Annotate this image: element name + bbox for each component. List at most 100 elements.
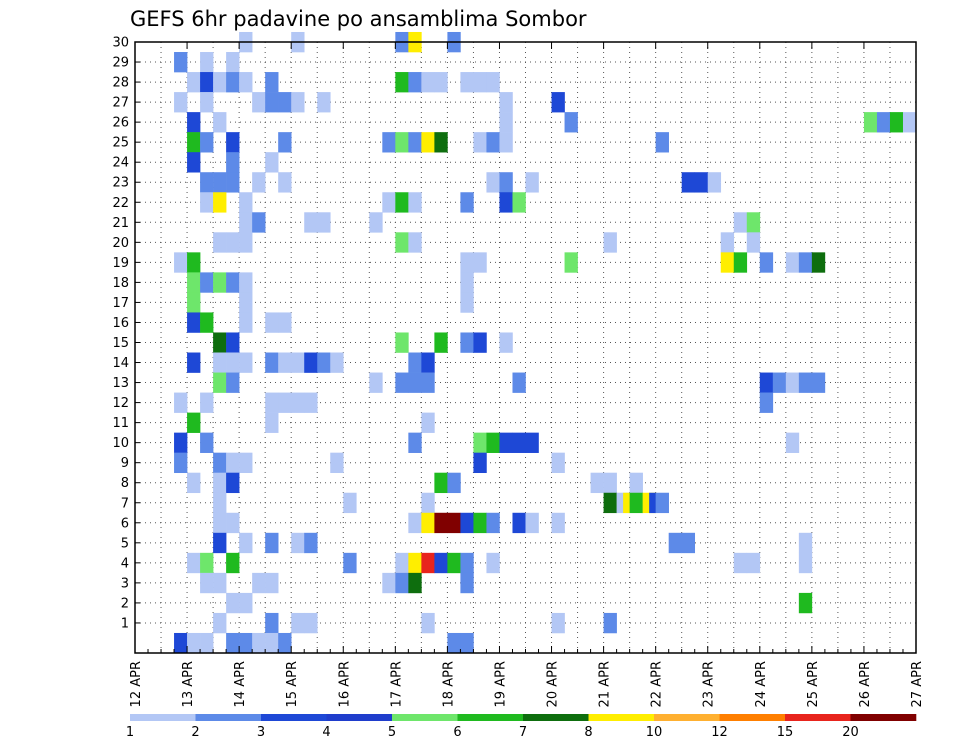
heatmap-cell — [720, 232, 735, 253]
heatmap-cell — [772, 372, 787, 393]
heatmap-cell — [460, 552, 474, 574]
heatmap-cell — [655, 492, 669, 514]
heatmap-cell — [408, 552, 422, 574]
heatmap-cell — [603, 612, 617, 634]
heatmap-cell — [421, 512, 435, 534]
heatmap-cell — [187, 112, 201, 133]
colorbar-tick-label: 1 — [126, 725, 134, 740]
x-tick-label: 13 APR — [181, 661, 196, 707]
heatmap-cell — [486, 72, 500, 93]
heatmap-cell — [213, 352, 227, 373]
heatmap-cell — [265, 72, 279, 93]
heatmap-cell — [434, 132, 448, 153]
heatmap-cell — [187, 292, 201, 313]
heatmap-cell — [551, 92, 565, 113]
heatmap-cell — [278, 352, 292, 373]
heatmap-cell — [265, 412, 279, 433]
heatmap-cell — [200, 92, 214, 113]
heatmap-cell — [460, 572, 474, 594]
heatmap-cell — [200, 432, 214, 453]
heatmap-cell — [499, 432, 513, 453]
colorbar-segment — [719, 714, 786, 721]
heatmap-cell — [746, 232, 761, 253]
heatmap-cell — [226, 472, 240, 494]
heatmap-cell — [239, 632, 253, 654]
colorbar-segment — [130, 714, 196, 721]
heatmap-cell — [551, 612, 565, 634]
heatmap-cell — [226, 52, 240, 73]
heatmap-cell — [707, 172, 722, 193]
heatmap-cell — [200, 192, 214, 213]
colorbar-segment — [523, 714, 589, 721]
heatmap-cell — [460, 292, 474, 313]
heatmap-cell — [239, 452, 253, 474]
heatmap-cell — [395, 552, 409, 574]
x-axis-ticks: 12 APR 13 APR 14 APR 15 APR 16 APR 17 APR 18 A… — [129, 42, 925, 707]
heatmap-cell — [499, 112, 513, 133]
heatmap-cell — [603, 232, 617, 253]
heatmap-cell — [213, 112, 227, 133]
heatmap-cell — [434, 72, 448, 93]
y-tick-label: 27 — [112, 96, 129, 111]
x-tick-label: 22 APR — [650, 661, 665, 707]
heatmap-cell — [226, 152, 240, 173]
x-tick-label: 12 APR — [129, 661, 144, 707]
heatmap-cell — [239, 212, 253, 233]
heatmap-cell — [200, 632, 214, 654]
x-tick-label: 19 APR — [493, 661, 508, 707]
heatmap-cell — [187, 472, 201, 494]
heatmap-cell — [330, 352, 344, 373]
heatmap-cell — [499, 332, 513, 353]
y-tick-label: 3 — [121, 576, 129, 591]
heatmap-cell — [226, 552, 240, 574]
heatmap-cell — [317, 92, 331, 113]
heatmap-cell — [213, 512, 227, 534]
heatmap-cell — [213, 532, 227, 554]
heatmap-cell — [239, 352, 253, 373]
colorbar-tick-label: 5 — [388, 725, 396, 740]
heatmap-cell — [291, 392, 305, 413]
heatmap-cell — [785, 432, 800, 453]
heatmap-cell — [798, 592, 813, 614]
heatmap-cell — [200, 312, 214, 333]
heatmap-cell — [902, 112, 917, 133]
heatmap-cell — [460, 192, 474, 213]
heatmap-cell — [226, 232, 240, 253]
heatmap-cell — [213, 332, 227, 353]
colorbar-segment — [654, 714, 720, 721]
heatmap-cell — [226, 632, 240, 654]
colorbar-segment — [261, 714, 327, 721]
y-tick-label: 23 — [112, 176, 129, 191]
colorbar-tick-label: 12 — [711, 725, 728, 740]
heatmap-cell — [382, 192, 396, 213]
heatmap-cell — [408, 572, 422, 594]
heatmap-cell — [239, 532, 253, 554]
heatmap-cell — [252, 212, 266, 233]
heatmap-cell — [811, 252, 826, 273]
heatmap-cell — [525, 432, 539, 453]
heatmap-cell — [798, 532, 813, 554]
heatmap-cell — [174, 392, 188, 413]
heatmap-cell — [447, 632, 461, 654]
heatmap-cell — [551, 452, 565, 474]
heatmap-cell — [668, 532, 682, 554]
heatmap-cell — [226, 512, 240, 534]
heatmap-cell — [460, 632, 474, 654]
heatmap-cell — [278, 132, 292, 153]
heatmap-cell — [395, 232, 409, 253]
y-tick-label: 29 — [112, 56, 129, 71]
heatmap-cell — [317, 352, 331, 373]
heatmap-cell — [200, 72, 214, 93]
heatmap-cell — [291, 612, 305, 634]
x-tick-label: 21 APR — [598, 661, 613, 707]
colorbar-tick-label: 8 — [584, 725, 592, 740]
heatmap-cell — [623, 492, 630, 514]
heatmap-cell — [304, 612, 318, 634]
y-tick-label: 22 — [112, 196, 129, 211]
heatmap-cell — [395, 132, 409, 153]
heatmap-cell — [252, 92, 266, 113]
heatmap-cell — [421, 492, 435, 514]
heatmap-cell — [200, 392, 214, 413]
heatmap-cell — [226, 172, 240, 193]
heatmap-cell — [213, 452, 227, 474]
